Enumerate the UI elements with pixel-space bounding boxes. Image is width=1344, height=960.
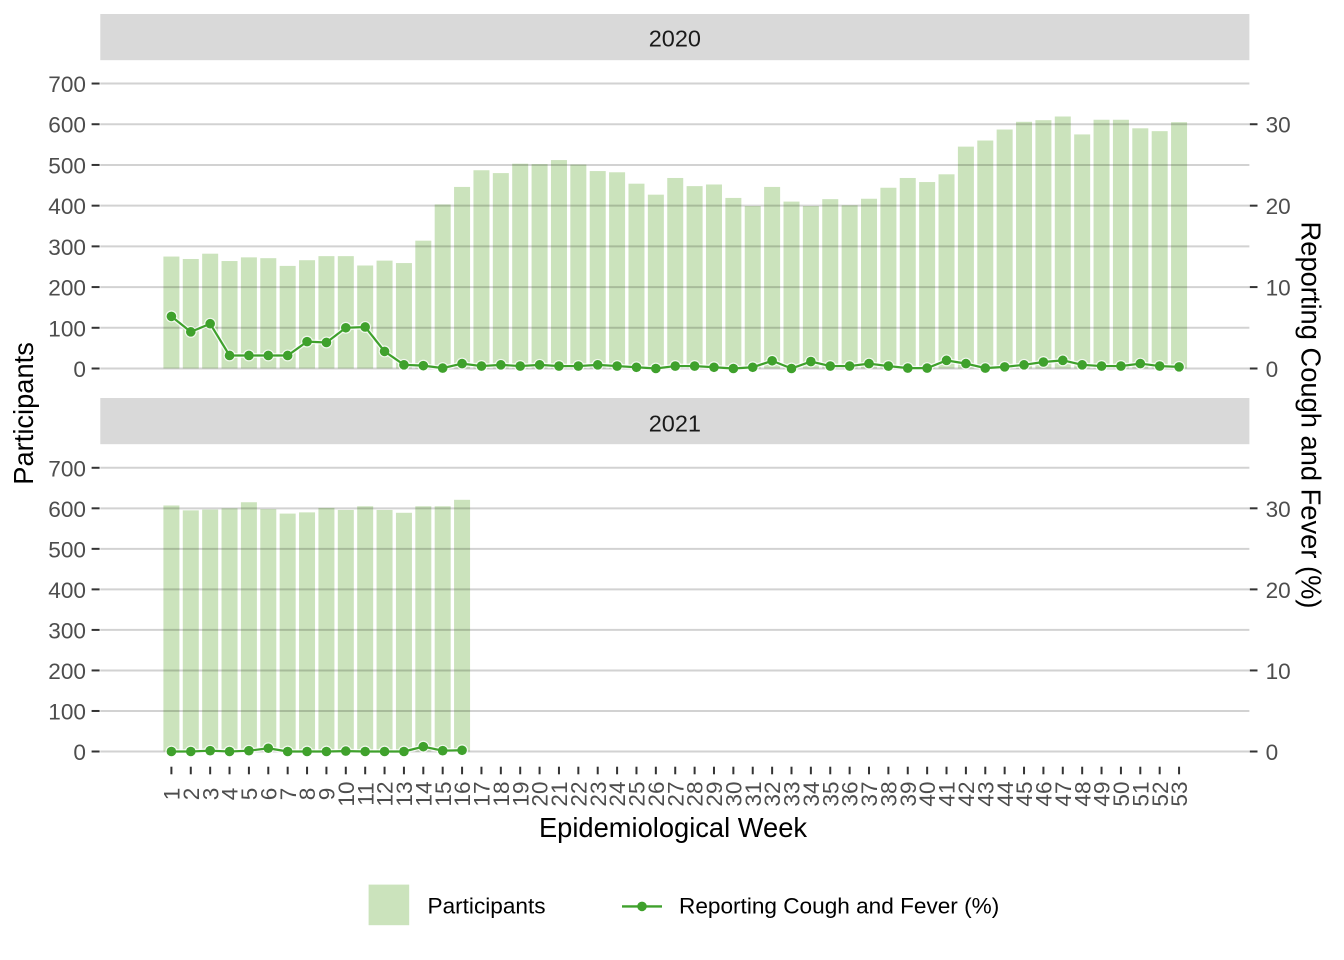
svg-text:11: 11 xyxy=(353,782,378,805)
svg-text:16: 16 xyxy=(450,781,475,806)
svg-text:48: 48 xyxy=(1070,781,1095,806)
svg-text:44: 44 xyxy=(993,781,1018,806)
svg-text:300: 300 xyxy=(48,235,86,260)
svg-text:7: 7 xyxy=(276,788,301,801)
svg-text:0: 0 xyxy=(1266,740,1279,765)
svg-text:33: 33 xyxy=(780,781,805,806)
svg-text:200: 200 xyxy=(48,276,86,301)
svg-text:20: 20 xyxy=(1266,194,1291,219)
svg-text:38: 38 xyxy=(876,781,901,806)
svg-text:0: 0 xyxy=(1266,357,1279,382)
svg-text:2: 2 xyxy=(179,788,204,801)
svg-text:17: 17 xyxy=(470,781,495,806)
svg-text:52: 52 xyxy=(1148,781,1173,806)
svg-text:300: 300 xyxy=(48,618,86,643)
svg-text:12: 12 xyxy=(373,781,398,806)
svg-text:26: 26 xyxy=(644,781,669,806)
svg-text:0: 0 xyxy=(73,357,86,382)
svg-text:22: 22 xyxy=(566,781,591,806)
svg-text:400: 400 xyxy=(48,194,86,219)
svg-text:10: 10 xyxy=(1266,659,1291,684)
svg-text:45: 45 xyxy=(1012,781,1037,806)
svg-text:43: 43 xyxy=(973,781,998,806)
svg-text:2021: 2021 xyxy=(649,411,701,437)
svg-text:Reporting Cough and Fever (%): Reporting Cough and Fever (%) xyxy=(679,894,999,919)
svg-text:10: 10 xyxy=(334,781,359,806)
svg-text:1: 1 xyxy=(160,788,185,801)
svg-text:32: 32 xyxy=(760,781,785,806)
svg-text:42: 42 xyxy=(954,781,979,806)
svg-text:Epidemiological Week: Epidemiological Week xyxy=(539,812,807,843)
svg-text:19: 19 xyxy=(508,781,533,806)
svg-text:36: 36 xyxy=(838,781,863,806)
svg-text:40: 40 xyxy=(915,781,940,806)
svg-text:14: 14 xyxy=(411,781,436,806)
svg-text:20: 20 xyxy=(528,781,553,806)
svg-text:30: 30 xyxy=(721,781,746,806)
svg-text:4: 4 xyxy=(218,788,243,801)
svg-text:18: 18 xyxy=(489,781,514,806)
svg-text:700: 700 xyxy=(48,456,86,481)
svg-text:6: 6 xyxy=(256,788,281,801)
svg-text:Participants: Participants xyxy=(8,342,39,485)
svg-text:600: 600 xyxy=(48,113,86,138)
svg-text:8: 8 xyxy=(295,788,320,801)
svg-text:49: 49 xyxy=(1090,781,1115,806)
svg-text:31: 31 xyxy=(741,781,766,806)
svg-text:0: 0 xyxy=(73,740,86,765)
svg-text:100: 100 xyxy=(48,699,86,724)
svg-text:500: 500 xyxy=(48,153,86,178)
svg-text:28: 28 xyxy=(683,781,708,806)
svg-text:46: 46 xyxy=(1032,781,1057,806)
svg-text:37: 37 xyxy=(857,781,882,806)
svg-text:Participants: Participants xyxy=(428,894,546,919)
svg-text:Reporting Cough and Fever (%): Reporting Cough and Fever (%) xyxy=(1296,222,1327,609)
svg-text:30: 30 xyxy=(1266,497,1291,522)
svg-text:23: 23 xyxy=(586,781,611,806)
svg-text:15: 15 xyxy=(431,781,456,806)
svg-text:9: 9 xyxy=(315,788,340,801)
svg-text:20: 20 xyxy=(1266,578,1291,603)
svg-text:700: 700 xyxy=(48,72,86,97)
svg-text:10: 10 xyxy=(1266,276,1291,301)
svg-text:50: 50 xyxy=(1109,781,1134,806)
svg-text:600: 600 xyxy=(48,497,86,522)
svg-text:21: 21 xyxy=(547,781,572,806)
svg-text:13: 13 xyxy=(392,781,417,806)
svg-text:400: 400 xyxy=(48,578,86,603)
svg-text:3: 3 xyxy=(198,788,223,801)
svg-text:34: 34 xyxy=(799,781,824,806)
svg-text:5: 5 xyxy=(237,788,262,801)
svg-text:100: 100 xyxy=(48,316,86,341)
svg-text:51: 51 xyxy=(1128,781,1153,806)
svg-text:39: 39 xyxy=(896,781,921,806)
svg-text:29: 29 xyxy=(702,781,727,806)
svg-text:35: 35 xyxy=(818,781,843,806)
svg-text:2020: 2020 xyxy=(649,26,701,52)
svg-text:500: 500 xyxy=(48,537,86,562)
svg-text:25: 25 xyxy=(625,781,650,806)
svg-text:24: 24 xyxy=(605,781,630,806)
svg-text:53: 53 xyxy=(1167,781,1192,806)
svg-text:47: 47 xyxy=(1051,781,1076,806)
svg-text:27: 27 xyxy=(663,781,688,806)
svg-text:200: 200 xyxy=(48,659,86,684)
svg-text:30: 30 xyxy=(1266,113,1291,138)
svg-text:41: 41 xyxy=(935,781,960,806)
